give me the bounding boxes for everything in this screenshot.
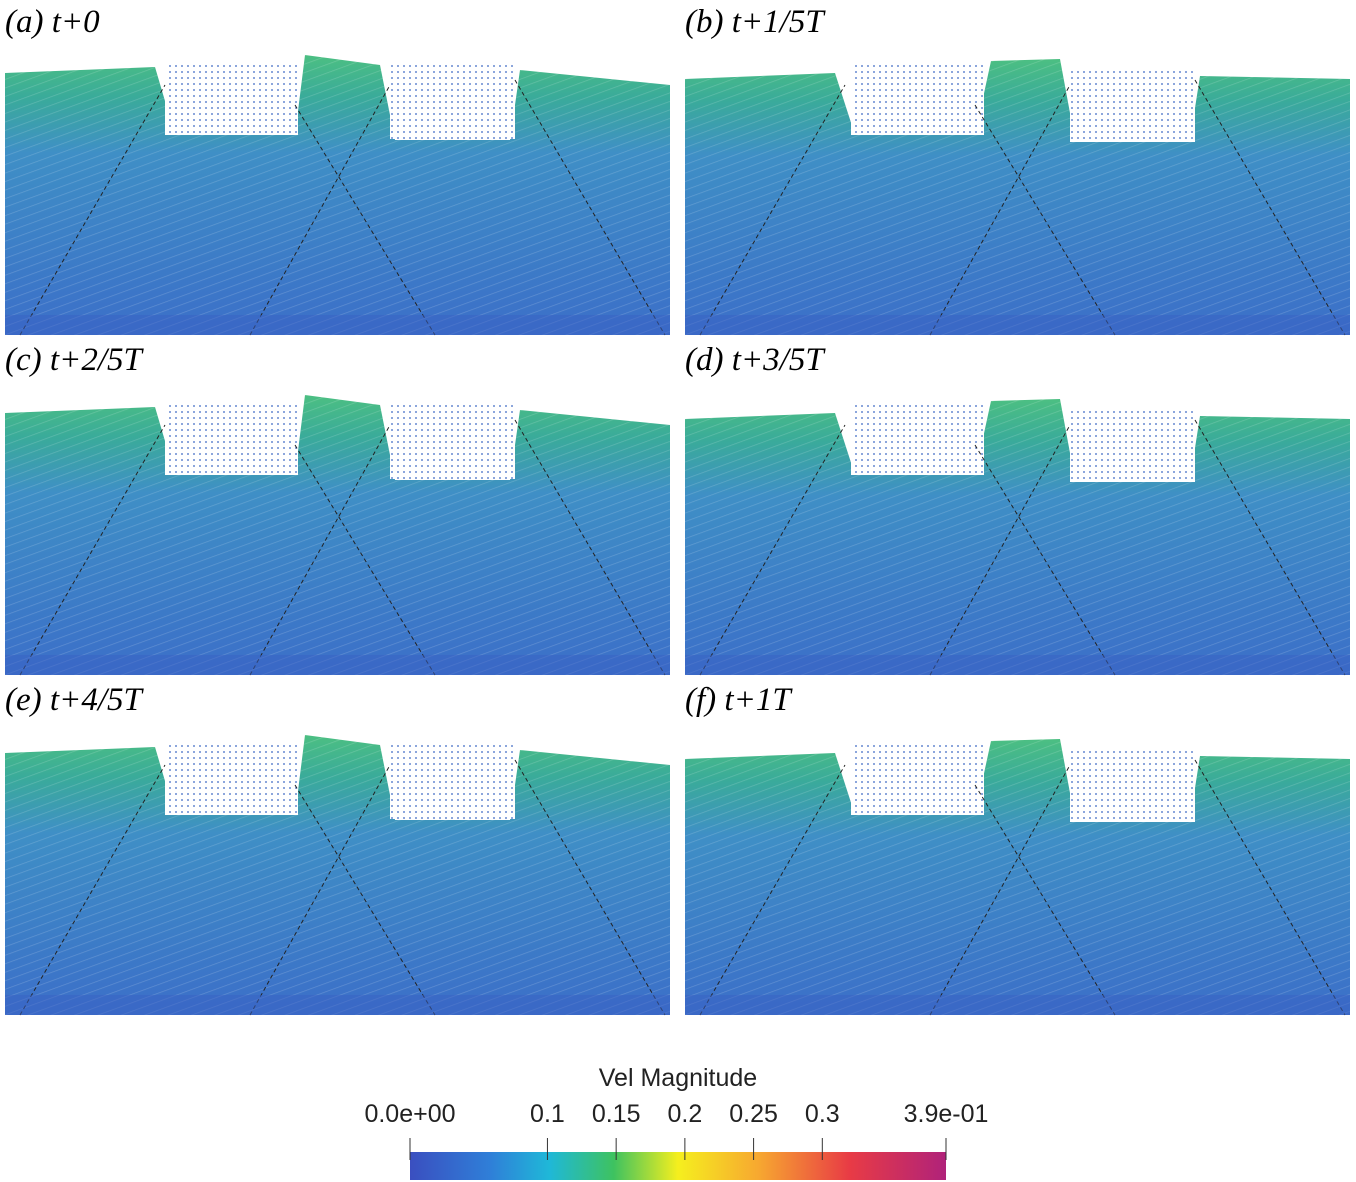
wall-line (699, 84, 846, 336)
wall-line (294, 444, 436, 676)
flow-panel (685, 59, 1350, 336)
wall-line (974, 784, 1116, 1016)
wall-line (514, 759, 666, 1016)
flow-panel (685, 739, 1350, 1016)
chamber-right (1070, 748, 1195, 822)
panel-label: (b) t+1/5T (685, 4, 826, 40)
colorbar: Vel Magnitude 0.0e+00 0.1 0.15 0.2 0.25 0.3 3.… (364, 1064, 988, 1180)
panel-label: (c) t+2/5T (5, 342, 144, 378)
bottom-band (5, 655, 670, 675)
colorbar-title: Vel Magnitude (599, 1064, 757, 1092)
colorbar-tick-label: 0.15 (592, 1100, 641, 1128)
flow-texture (5, 55, 670, 335)
flow-texture (685, 399, 1350, 675)
flow-panel (5, 735, 670, 1016)
flow-panel (685, 399, 1350, 676)
chamber-left (851, 65, 984, 135)
wall-line (1194, 759, 1346, 1016)
chamber-right (390, 405, 515, 479)
bottom-band (5, 315, 670, 335)
wall-line (974, 104, 1116, 336)
wall-line (974, 444, 1116, 676)
wall-line (19, 764, 166, 1016)
chamber-left (851, 745, 984, 815)
wall-line (929, 424, 1071, 676)
wall-line (1194, 79, 1346, 336)
chamber-left (165, 745, 298, 815)
wall-line (249, 764, 391, 1016)
chamber-right (390, 745, 515, 819)
colorbar-tick-label: 3.9e-01 (904, 1100, 989, 1128)
flow-panel (5, 395, 670, 676)
wall-line (294, 104, 436, 336)
flow-panel (5, 55, 670, 336)
panel-label: (e) t+4/5T (5, 682, 144, 718)
flow-texture (5, 395, 670, 675)
chamber-right (1070, 68, 1195, 142)
wall-line (19, 84, 166, 336)
bottom-band (5, 995, 670, 1015)
chamber-right (1070, 408, 1195, 482)
colorbar-tick-label: 0.2 (667, 1100, 702, 1128)
bottom-band (685, 995, 1350, 1015)
colorbar-gradient (410, 1152, 946, 1180)
panel-label: (a) t+0 (5, 4, 100, 40)
colorbar-tick-label: 0.1 (530, 1100, 565, 1128)
chamber-left (165, 65, 298, 135)
wall-line (514, 419, 666, 676)
bottom-band (685, 315, 1350, 335)
wall-line (929, 764, 1071, 1016)
bottom-band (685, 655, 1350, 675)
wall-line (19, 424, 166, 676)
flow-texture (685, 739, 1350, 1015)
chamber-right (390, 65, 515, 139)
wall-line (699, 764, 846, 1016)
flow-texture (685, 59, 1350, 335)
colorbar-tick-label: 0.25 (729, 1100, 778, 1128)
wall-line (294, 784, 436, 1016)
flow-texture (5, 735, 670, 1015)
colorbar-tick-label: 0.3 (805, 1100, 840, 1128)
panels: (a) t+0 (b) t+1/5T (c) t+2/5T (d) t+3/5T (e)… (5, 4, 1350, 1016)
wall-line (1194, 419, 1346, 676)
wall-line (514, 79, 666, 336)
chamber-left (165, 405, 298, 475)
wall-line (249, 424, 391, 676)
panel-label: (d) t+3/5T (685, 342, 826, 378)
panel-label: (f) t+1T (685, 682, 793, 718)
wall-line (929, 84, 1071, 336)
colorbar-tick-label: 0.0e+00 (364, 1100, 455, 1128)
chamber-left (851, 405, 984, 475)
wall-line (699, 424, 846, 676)
wall-line (249, 84, 391, 336)
